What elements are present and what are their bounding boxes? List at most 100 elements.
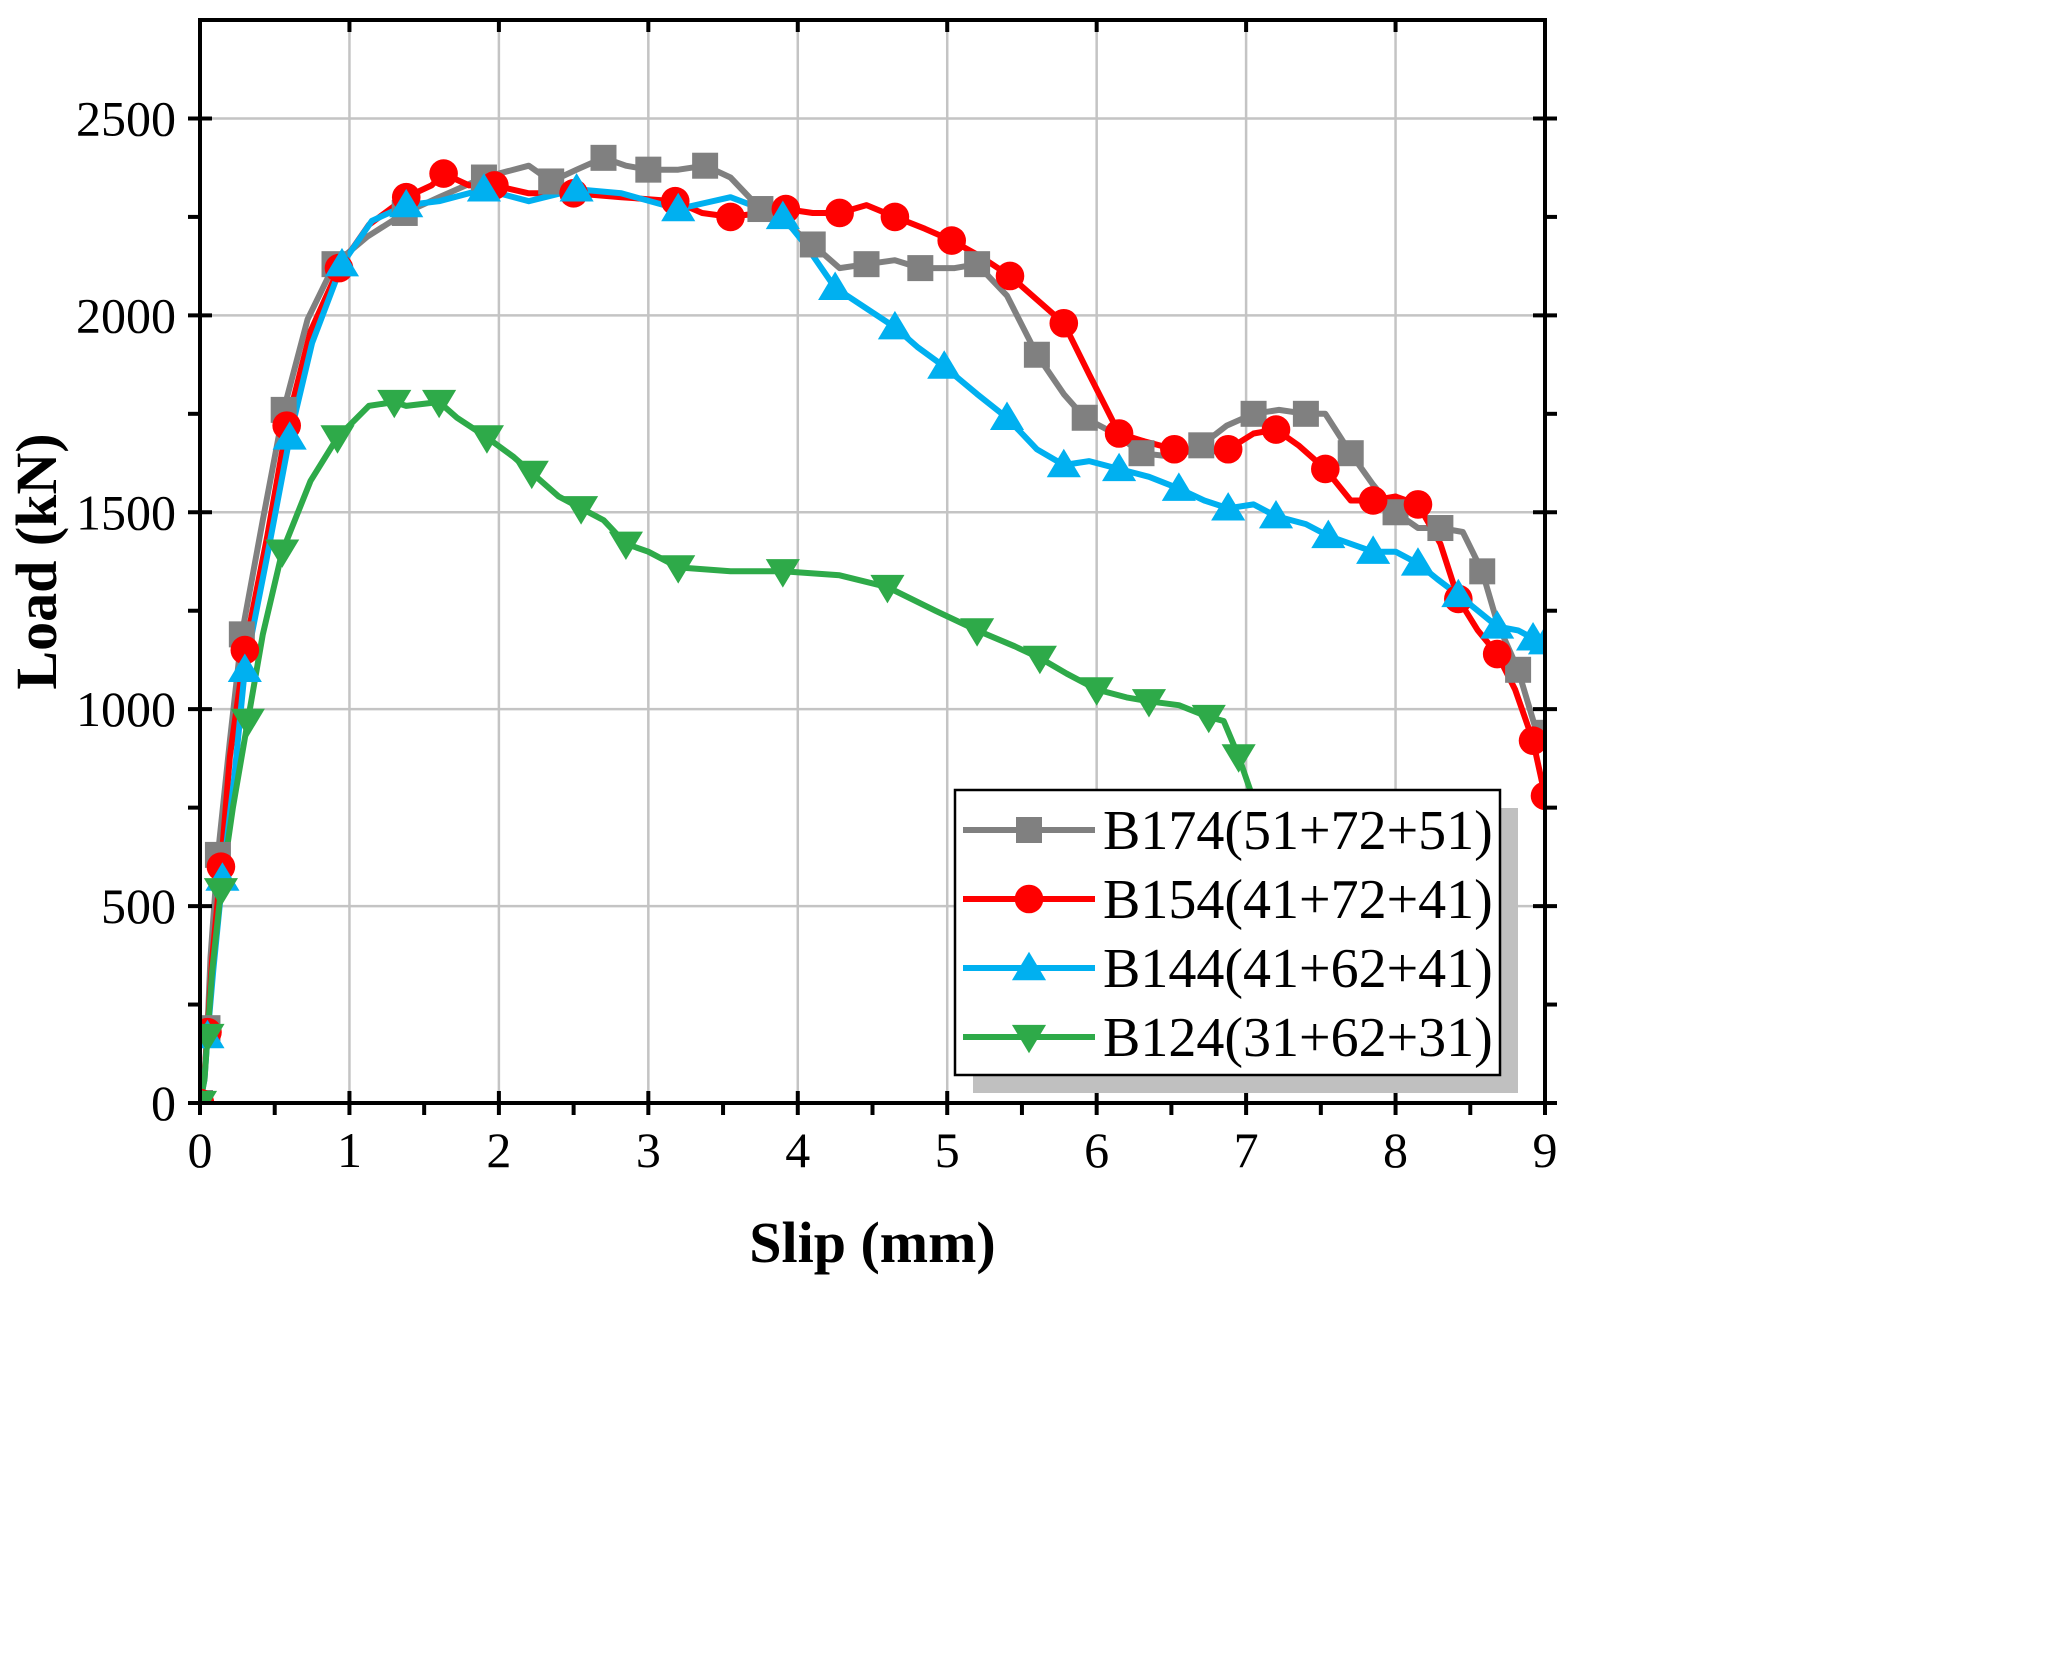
x-axis-title: Slip (mm) [749, 1210, 996, 1275]
x-tick-label: 2 [486, 1122, 511, 1178]
data-point-b144 [1046, 448, 1081, 478]
data-point-b154 [1104, 419, 1134, 448]
data-point-b124 [265, 539, 300, 568]
legend-marker-b154 [1014, 884, 1044, 914]
data-point-b124 [765, 559, 800, 588]
data-point-b144 [818, 271, 853, 300]
y-tick-label: 2000 [76, 287, 176, 343]
data-point-b154 [1261, 415, 1291, 444]
data-point-b174 [964, 251, 991, 278]
data-point-b154 [1213, 434, 1243, 464]
x-tick-label: 3 [636, 1122, 661, 1178]
data-point-b154 [1160, 434, 1189, 464]
legend-label-b174: B174(51+72+51) [1103, 800, 1493, 862]
legend-box [953, 788, 1502, 1077]
data-point-b174 [1071, 404, 1098, 431]
data-point-b124 [1022, 645, 1057, 675]
legend-entries: B174(51+72+51) B154(41+72+41) B144(41+62+4… [963, 800, 1493, 1069]
y-tick-label: 0 [151, 1075, 176, 1131]
series-line-b144 [200, 186, 1545, 1103]
y-tick-label: 2500 [76, 90, 176, 146]
data-point-b124 [514, 460, 549, 490]
data-point-b174 [1023, 341, 1050, 368]
data-point-b124 [1191, 704, 1226, 734]
data-point-b144 [661, 192, 696, 222]
data-point-b144 [877, 310, 912, 340]
data-point-b144 [1356, 535, 1391, 564]
data-point-b144 [559, 173, 594, 202]
legend-marker-b124 [1011, 1024, 1047, 1054]
data-point-b124 [1079, 677, 1114, 706]
data-point-b154 [1530, 781, 1545, 811]
data-point-b144 [1161, 472, 1196, 501]
data-point-b154 [716, 202, 745, 232]
data-point-b144 [1311, 519, 1346, 549]
data-point-b124 [960, 618, 995, 647]
data-point-b174 [907, 255, 934, 282]
data-point-b144 [989, 401, 1025, 430]
data-point-b154 [1358, 486, 1388, 515]
data-point-b144 [927, 350, 962, 379]
data-point-b154 [995, 261, 1025, 291]
data-point-b154 [937, 226, 967, 255]
data-point-b124 [469, 425, 504, 454]
data-point-b174 [1188, 432, 1215, 459]
data-point-b124 [200, 1023, 225, 1053]
data-point-b144 [389, 188, 424, 218]
data-point-b154 [1311, 454, 1340, 484]
data-point-b124 [608, 531, 643, 561]
data-point-b144 [1102, 452, 1137, 482]
data-point-b124 [230, 708, 265, 738]
data-point-b174 [1469, 558, 1496, 585]
data-point-b174 [635, 156, 662, 183]
data-point-b174 [1337, 440, 1364, 467]
data-point-b124 [422, 389, 457, 419]
data-point-b144 [272, 421, 307, 450]
y-tick-label: 500 [101, 878, 176, 934]
data-point-b154 [1482, 639, 1512, 669]
data-point-b144 [1400, 547, 1436, 576]
data-point-b154 [230, 635, 260, 665]
y-axis-title: Load (kN) [4, 433, 69, 689]
data-point-b174 [853, 251, 880, 278]
y-tick-label: 1500 [76, 484, 176, 540]
data-point-b124 [200, 1090, 218, 1103]
legend-marker-b174 [1016, 817, 1042, 843]
data-point-b124 [661, 555, 696, 584]
data-point-b154 [1403, 490, 1433, 519]
data-point-b124 [203, 878, 238, 907]
x-tick-label: 4 [785, 1122, 810, 1178]
data-point-b174 [1128, 440, 1155, 467]
data-point-b154 [825, 198, 854, 228]
data-point-b144 [1527, 625, 1545, 655]
data-point-b124 [870, 574, 905, 604]
data-point-b124 [564, 496, 599, 525]
x-tick-label: 0 [188, 1122, 213, 1178]
data-point-b124 [320, 425, 355, 454]
data-point-b154 [429, 159, 458, 188]
legend-label-b144: B144(41+62+41) [1103, 938, 1493, 1000]
legend-label-b124: B124(31+62+31) [1103, 1007, 1493, 1069]
y-tick-label: 1000 [76, 681, 176, 737]
legend-marker-b144 [1011, 951, 1047, 981]
x-tick-label: 7 [1234, 1122, 1259, 1178]
legend: B174(51+72+51) B154(41+72+41) B144(41+62+4… [953, 788, 1518, 1093]
data-point-b144 [1258, 499, 1294, 529]
legend-label-b154: B154(41+72+41) [1103, 869, 1493, 931]
x-tick-label: 8 [1383, 1122, 1408, 1178]
data-point-b124 [1131, 689, 1167, 718]
x-tick-label: 1 [337, 1122, 362, 1178]
data-point-b174 [1240, 400, 1267, 427]
data-point-b124 [377, 389, 412, 419]
x-tick-label: 5 [935, 1122, 960, 1178]
data-point-b174 [692, 152, 719, 179]
data-point-b144 [1441, 578, 1476, 608]
marker-layer [200, 144, 1545, 1103]
data-point-b144 [324, 247, 360, 277]
axis-ticks [188, 20, 1557, 1115]
data-point-b174 [590, 144, 617, 171]
axis-tick-labels: 0 1 2 3 4 5 6 7 8 9 0 500 1000 1500 2000 2500 [76, 90, 1558, 1178]
data-point-b154 [1518, 726, 1545, 755]
